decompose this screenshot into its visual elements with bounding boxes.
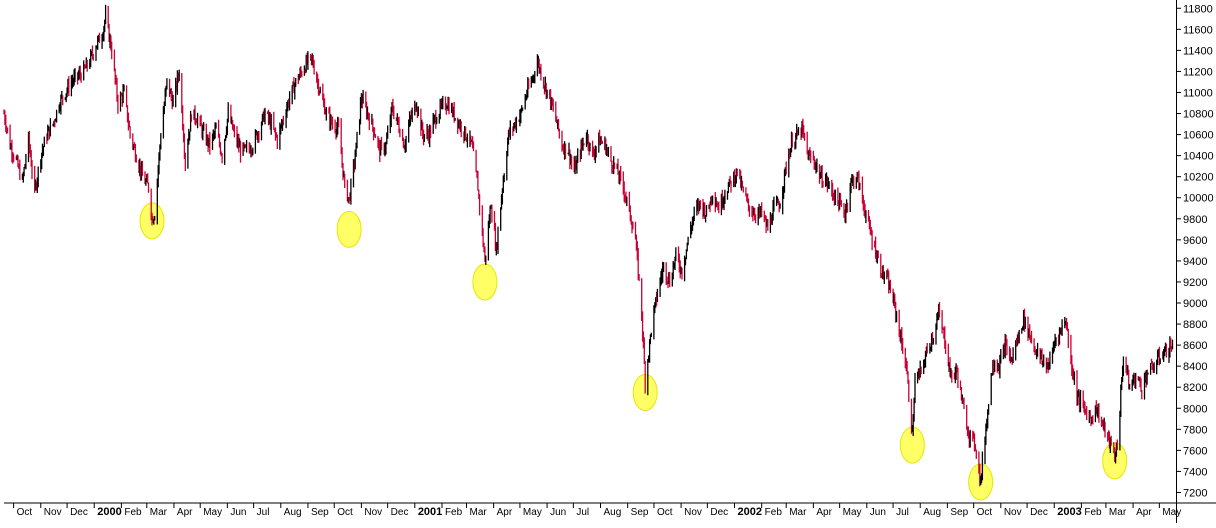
x-tick-label: Mar xyxy=(1109,507,1127,518)
y-tick-label: 9400 xyxy=(1183,256,1207,268)
y-tick-label: 7400 xyxy=(1183,466,1207,478)
x-tick-label: Dec xyxy=(1030,507,1048,518)
x-tick-label: Aug xyxy=(923,507,941,518)
y-tick-label: 10000 xyxy=(1183,193,1214,205)
x-tick-label: Feb xyxy=(1084,507,1102,518)
y-tick-label: 11400 xyxy=(1183,45,1213,57)
y-tick-label: 10800 xyxy=(1183,109,1214,121)
x-tick-label: Jun xyxy=(550,507,566,518)
x-tick-label: Aug xyxy=(604,507,622,518)
x-tick-label: Nov xyxy=(684,507,702,518)
x-tick-label: Apr xyxy=(816,507,832,518)
highlight-circle xyxy=(472,263,498,301)
x-tick-label: Sep xyxy=(631,507,649,518)
plot-frame xyxy=(4,0,1216,523)
y-tick-label: 8600 xyxy=(1183,340,1207,352)
x-tick-label: 2000 xyxy=(97,506,121,518)
y-tick-label: 11800 xyxy=(1183,3,1213,15)
x-tick-label: Jun xyxy=(870,507,886,518)
y-tick-label: 10600 xyxy=(1183,130,1214,142)
x-tick-label: Dec xyxy=(391,507,409,518)
y-tick-label: 11600 xyxy=(1183,24,1213,36)
x-tick-label: Aug xyxy=(284,507,302,518)
x-tick-label: Apr xyxy=(497,507,513,518)
x-tick-label: Sep xyxy=(311,507,329,518)
x-tick-label: 2002 xyxy=(738,506,762,518)
x-tick-label: Jul xyxy=(576,507,589,518)
x-tick-label: Mar xyxy=(150,507,168,518)
y-tick-label: 9800 xyxy=(1183,214,1207,226)
y-tick-label: 7200 xyxy=(1183,487,1207,499)
y-tick-label: 8200 xyxy=(1183,382,1207,394)
x-tick-label: 2001 xyxy=(418,506,442,518)
x-tick-label: Feb xyxy=(765,507,783,518)
x-tick-label: Nov xyxy=(44,507,62,518)
x-tick-label: Dec xyxy=(710,507,728,518)
x-tick-label: Feb xyxy=(445,507,463,518)
x-tick-label: 2003 xyxy=(1057,506,1081,518)
x-tick-label: Apr xyxy=(177,507,193,518)
x-tick-label: Oct xyxy=(17,507,33,518)
y-tick-label: 11000 xyxy=(1183,87,1213,99)
x-tick-label: Dec xyxy=(70,507,88,518)
x-tick-label: Nov xyxy=(364,507,382,518)
y-tick-label: 9000 xyxy=(1183,298,1207,310)
x-tick-label: Oct xyxy=(657,507,673,518)
x-tick-label: Jul xyxy=(257,507,270,518)
x-tick-label: May xyxy=(203,507,222,518)
x-tick-label: Feb xyxy=(124,507,142,518)
price-bars xyxy=(3,4,1174,487)
y-tick-label: 7600 xyxy=(1183,445,1207,457)
x-axis: Oct Nov Dec 2000 Feb Mar Apr May Jun Jul Aug Sep Oct… xyxy=(13,503,1181,518)
highlight-circle xyxy=(899,426,925,464)
x-tick-label: Apr xyxy=(1136,507,1152,518)
x-tick-label: Nov xyxy=(1004,507,1022,518)
y-tick-label: 8400 xyxy=(1183,361,1207,373)
highlight-circle xyxy=(336,210,362,248)
x-tick-label: Mar xyxy=(789,507,807,518)
x-tick-label: Oct xyxy=(977,507,993,518)
x-tick-label: Oct xyxy=(337,507,353,518)
x-tick-label: May xyxy=(1162,507,1181,518)
x-tick-label: Jul xyxy=(896,507,909,518)
x-tick-label: Sep xyxy=(950,507,968,518)
y-tick-label: 8800 xyxy=(1183,319,1207,331)
y-tick-label: 7800 xyxy=(1183,424,1207,436)
y-axis: 7200 7400 7600 7800 8000 8200 8400 8600 8800 9000… xyxy=(1176,3,1214,499)
y-tick-label: 8000 xyxy=(1183,403,1207,415)
y-tick-label: 9200 xyxy=(1183,277,1207,289)
y-tick-label: 10200 xyxy=(1183,172,1214,184)
y-tick-label: 11200 xyxy=(1183,66,1213,78)
y-tick-label: 9600 xyxy=(1183,235,1207,247)
x-tick-label: May xyxy=(843,507,862,518)
x-tick-label: Jun xyxy=(230,507,246,518)
x-tick-label: Mar xyxy=(469,507,487,518)
y-tick-label: 10400 xyxy=(1183,151,1214,163)
x-tick-label: May xyxy=(523,507,542,518)
